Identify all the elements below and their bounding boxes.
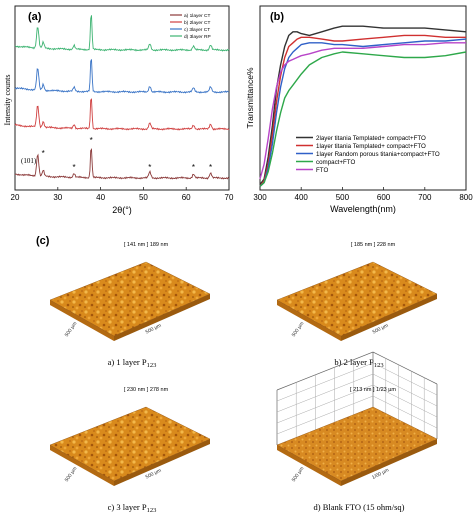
afm-caption: c) 3 layer P123 bbox=[108, 502, 157, 514]
trans-legend-label: 1layer titania Templated+ compact+FTO bbox=[316, 143, 426, 150]
afm-side-face bbox=[277, 445, 341, 486]
xrd-panel-label: (a) bbox=[28, 11, 42, 23]
trans-legend-label: compact+FTO bbox=[316, 159, 355, 166]
xrd-series-group bbox=[14, 15, 230, 180]
trans-x-tick-label: 700 bbox=[418, 193, 432, 202]
xrd-peak-marker: * bbox=[73, 163, 76, 172]
afm-y-axis-label: 500 µm bbox=[64, 321, 79, 338]
afm-side-face bbox=[114, 439, 210, 486]
afm-surface bbox=[276, 261, 438, 337]
trans-x-axis-label: Wavelength(nm) bbox=[330, 204, 396, 214]
trans-x-ticks: 300 400 500 600 700 800 bbox=[253, 187, 473, 202]
afm-y-axis-label: 500 µm bbox=[291, 321, 306, 338]
xrd-peak-marker: * bbox=[209, 163, 212, 172]
afm-side-face bbox=[114, 294, 210, 341]
afm-side-face bbox=[50, 445, 114, 486]
xrd-legend-label: a) 1layer CT bbox=[184, 13, 210, 19]
xrd-peak-markers: * * * * * * bbox=[42, 136, 212, 172]
xrd-peak-marker: * bbox=[90, 136, 93, 145]
xrd-legend-label: d) 3layer RP bbox=[184, 34, 211, 40]
afm-surface bbox=[276, 406, 438, 482]
xrd-x-tick-label: 20 bbox=[11, 193, 20, 202]
xrd-peak-marker: * bbox=[192, 163, 195, 172]
trans-x-tick-label: 800 bbox=[459, 193, 473, 202]
afm-caption: b) 2 layer P123 bbox=[334, 357, 383, 369]
trans-x-tick-label: 500 bbox=[336, 193, 350, 202]
afm-surface bbox=[49, 261, 211, 337]
trans-series-line bbox=[259, 34, 466, 187]
xrd-series-line bbox=[14, 15, 230, 52]
afm-height-scale: [ 141 nm ] 189 nm bbox=[124, 242, 169, 248]
xrd-x-tick-label: 30 bbox=[53, 193, 62, 202]
xrd-x-ticks: 20 30 40 50 60 70 bbox=[11, 187, 234, 202]
trans-x-tick-label: 600 bbox=[377, 193, 391, 202]
afm-side-face bbox=[50, 300, 114, 341]
trans-series-group bbox=[259, 25, 467, 187]
afm-3d-box bbox=[276, 351, 438, 445]
afm-panel-label: (c) bbox=[36, 235, 50, 247]
trans-legend: 2layer titania Templated+ compact+FTO1la… bbox=[296, 135, 440, 174]
afm-side-face bbox=[341, 294, 437, 341]
xrd-x-tick-label: 60 bbox=[182, 193, 191, 202]
trans-y-axis-label: Transmittance% bbox=[245, 67, 255, 129]
xrd-y-axis-label: Intensity counts bbox=[3, 75, 12, 126]
afm-side-face bbox=[277, 300, 341, 341]
afm-height-scale: [ 213 nm ] 1/23 µm bbox=[350, 387, 396, 393]
xrd-series-line bbox=[14, 59, 230, 94]
afm-surface bbox=[49, 406, 211, 482]
trans-legend-label: 2layer titania Templated+ compact+FTO bbox=[316, 135, 426, 142]
xrd-x-axis-label: 2θ(°) bbox=[112, 205, 132, 215]
trans-series-line bbox=[259, 38, 467, 187]
afm-side-face bbox=[341, 439, 437, 486]
xrd-legend: a) 1layer CTb) 2layer CTc) 3layer CTd) 3… bbox=[170, 13, 211, 40]
transmittance-panel: (b) 300 400 500 600 700 800 Wavelength(nm) Tr… bbox=[245, 5, 473, 214]
afm-panel: (c) [ 141 nm ] 189 nm 500 µm 500 µm a) 1 la… bbox=[36, 235, 438, 514]
xrd-series-line bbox=[14, 98, 230, 131]
trans-panel-label: (b) bbox=[270, 11, 284, 23]
xrd-plot-frame bbox=[14, 5, 230, 191]
xrd-x-tick-label: 70 bbox=[225, 193, 234, 202]
xrd-peak-label: (101) bbox=[21, 157, 37, 165]
xrd-x-tick-label: 50 bbox=[139, 193, 148, 202]
afm-height-scale: [ 185 nm ] 228 nm bbox=[351, 242, 396, 248]
afm-caption: d) Blank FTO (15 ohm/sq) bbox=[314, 502, 405, 512]
afm-caption: a) 1 layer P123 bbox=[108, 357, 157, 369]
xrd-x-tick-label: 40 bbox=[96, 193, 105, 202]
trans-x-tick-label: 400 bbox=[295, 193, 309, 202]
trans-legend-label: 1layer Random porous titania+compact+FTO bbox=[316, 151, 440, 158]
trans-series-line bbox=[259, 25, 467, 185]
xrd-series-line bbox=[14, 148, 230, 180]
xrd-peak-marker: * bbox=[148, 163, 151, 172]
trans-series-line bbox=[259, 51, 467, 187]
xrd-panel: (a) * * * * * * (101) 20 30 40 50 60 70 2θ(°) Inte… bbox=[3, 5, 234, 215]
trans-x-tick-label: 300 bbox=[253, 193, 267, 202]
xrd-legend-label: b) 2layer CT bbox=[184, 20, 210, 26]
afm-height-scale: [ 230 nm ] 278 nm bbox=[124, 387, 169, 393]
trans-legend-label: FTO bbox=[316, 167, 328, 174]
afm-y-axis-label: 500 µm bbox=[64, 466, 79, 483]
trans-series-line bbox=[259, 42, 466, 180]
afm-y-axis-label: 500 µm bbox=[291, 466, 306, 483]
afm-images: [ 141 nm ] 189 nm 500 µm 500 µm a) 1 layer … bbox=[49, 242, 438, 514]
xrd-peak-marker: * bbox=[42, 149, 45, 158]
xrd-legend-label: c) 3layer CT bbox=[184, 27, 210, 33]
